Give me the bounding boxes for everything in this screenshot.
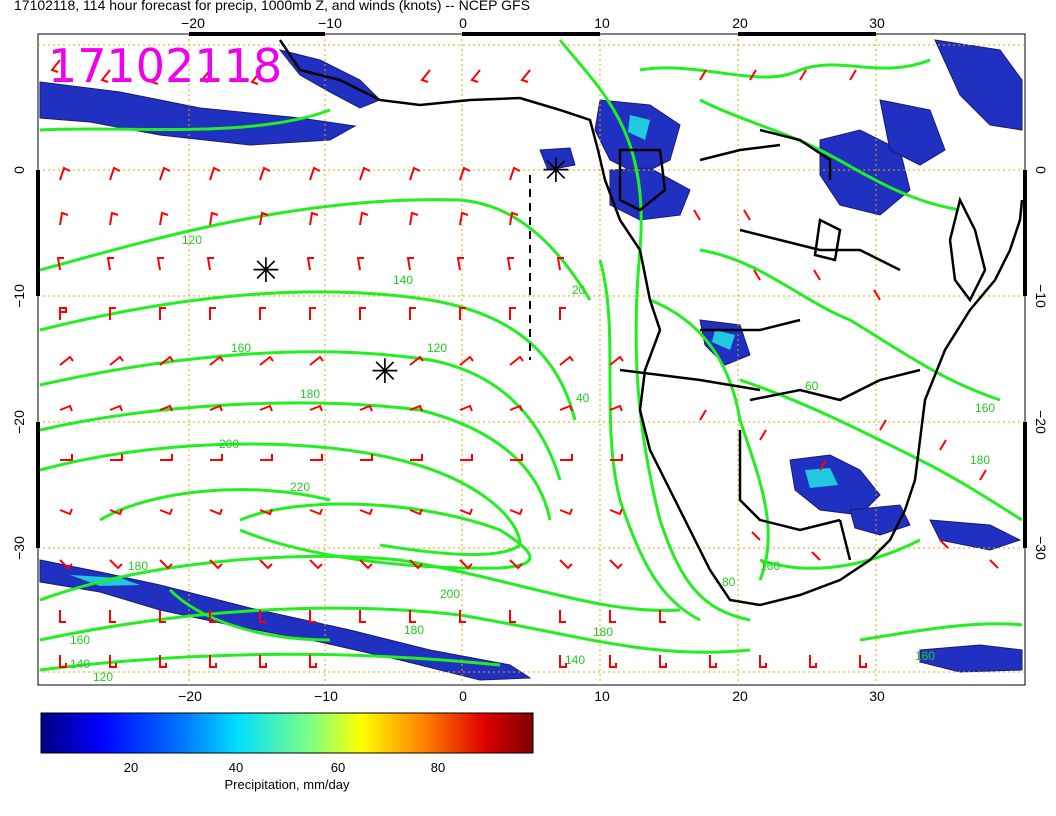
lon-tick-label: 0	[459, 688, 467, 704]
colorbar-tick: 60	[331, 760, 345, 775]
lon-tick-label: 20	[732, 688, 748, 704]
lat-tick-labels-left: 0 −10 −20 −30	[11, 166, 27, 560]
lon-tick-labels-top: −20 −10 0 10 20 30	[181, 15, 885, 31]
lon-tick-label: 30	[869, 15, 885, 31]
lon-tick-labels-bottom: −20 −10 0 10 20 30	[178, 688, 885, 704]
lat-tick-label: −20	[11, 410, 27, 434]
contour-label: 180	[404, 623, 424, 637]
lat-tick-label: −10	[11, 284, 27, 308]
frame-ticks	[36, 32, 1027, 548]
contour-label: 160	[231, 341, 251, 355]
contour-label: 180	[970, 453, 990, 467]
contour-label: 180	[128, 559, 148, 573]
contour-label: 160	[975, 401, 995, 415]
lon-tick-label: −20	[181, 15, 205, 31]
contour-label: 160	[915, 649, 935, 663]
precip-areas	[39, 39, 1023, 681]
contour-label: 200	[219, 437, 239, 451]
contour-label: 80	[722, 575, 736, 589]
contour-label: 160	[70, 633, 90, 647]
contour-label: 180	[593, 625, 613, 639]
lat-tick-label: −30	[1033, 536, 1049, 560]
precip-cores	[70, 115, 838, 586]
colorbar-ticks: 20 40 60 80	[124, 760, 445, 775]
contour-label: 20	[572, 283, 586, 297]
high-marker: ✳	[542, 151, 571, 191]
contour-label: 180	[300, 387, 320, 401]
contour-label: 160	[760, 559, 780, 573]
lon-tick-label: 10	[594, 15, 610, 31]
contour-label: 120	[182, 233, 202, 247]
colorbar-tick: 20	[124, 760, 138, 775]
contour-labels: 120 140 160 180 200 220 180 160 140 120 …	[70, 233, 995, 684]
colorbar	[40, 712, 534, 754]
lat-tick-label: 0	[1033, 166, 1049, 174]
page-title: 17102118, 114 hour forecast for precip, …	[14, 0, 530, 13]
high-marker: ✳	[371, 352, 400, 392]
colorbar-tick: 40	[229, 760, 243, 775]
contour-label: 220	[290, 480, 310, 494]
lon-tick-label: −10	[318, 15, 342, 31]
contour-label: 60	[805, 379, 819, 393]
contour-label: 40	[576, 391, 590, 405]
contour-label: 200	[440, 587, 460, 601]
lat-tick-label: −30	[11, 536, 27, 560]
lon-tick-label: 10	[594, 688, 610, 704]
lat-tick-label: 0	[11, 166, 27, 174]
lon-tick-label: 20	[732, 15, 748, 31]
coastlines	[278, 39, 1024, 607]
lat-tick-label: −10	[1033, 284, 1049, 308]
colorbar-label: Precipitation, mm/day	[225, 777, 350, 792]
date-stamp: 17102118	[48, 39, 282, 93]
high-marker: ✳	[252, 251, 281, 291]
lon-tick-label: −20	[178, 688, 202, 704]
colorbar-tick: 80	[431, 760, 445, 775]
contour-label: 140	[70, 657, 90, 671]
lon-tick-label: −10	[314, 688, 338, 704]
wind-barbs	[50, 59, 999, 668]
lat-tick-label: −20	[1033, 410, 1049, 434]
contour-label: 120	[427, 341, 447, 355]
lat-tick-labels-right: 0 −10 −20 −30	[1033, 166, 1049, 560]
lon-tick-label: 0	[459, 15, 467, 31]
lon-tick-label: 30	[869, 688, 885, 704]
contour-label: 140	[393, 273, 413, 287]
contour-label: 120	[93, 670, 113, 684]
high-markers: ✳ ✳ ✳	[252, 151, 571, 392]
contour-label: 140	[565, 653, 585, 667]
